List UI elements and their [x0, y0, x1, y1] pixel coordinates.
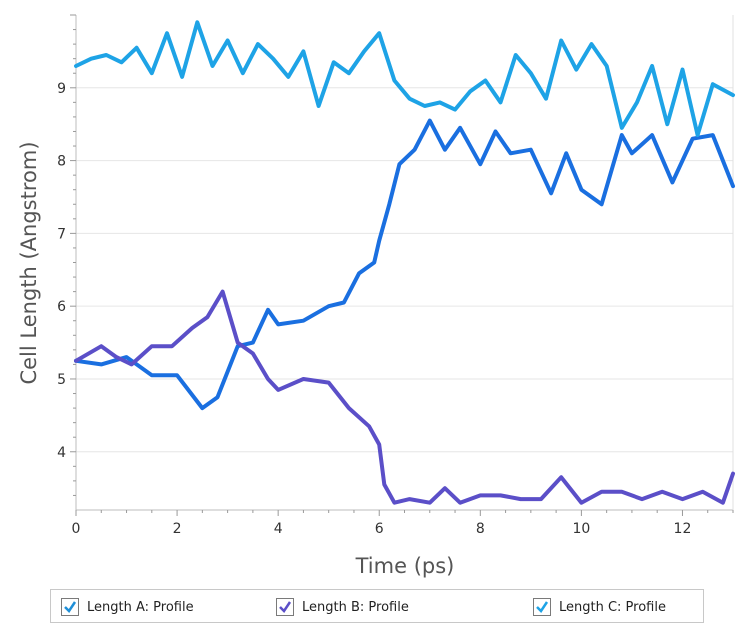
- series-line-length-c: [74, 20, 735, 138]
- y-tick-label: 5: [57, 372, 66, 388]
- legend: Length A: Profile Length B: Profile Leng…: [50, 589, 704, 623]
- y-tick-label: 9: [57, 81, 66, 97]
- x-tick-label: 12: [674, 521, 692, 537]
- legend-label-length-a: Length A: Profile: [87, 599, 194, 615]
- x-tick-label: 2: [173, 521, 182, 537]
- checkmark-icon: [64, 601, 77, 613]
- y-tick-label: 6: [57, 299, 66, 315]
- axes: [70, 14, 734, 516]
- checkbox-length-c[interactable]: [533, 598, 551, 616]
- legend-label-length-b: Length B: Profile: [302, 599, 409, 615]
- checkbox-length-b[interactable]: [276, 598, 294, 616]
- series-line-length-b: [74, 289, 735, 505]
- legend-item-length-a[interactable]: Length A: Profile: [61, 596, 194, 618]
- y-tick-label: 7: [57, 226, 66, 242]
- legend-label-length-c: Length C: Profile: [559, 599, 666, 615]
- series-line-length-a: [74, 118, 735, 411]
- x-axis-title: Time (ps): [355, 554, 455, 578]
- checkmark-icon: [279, 601, 292, 613]
- series-layer: [74, 20, 735, 505]
- checkmark-icon: [536, 601, 549, 613]
- y-tick-label: 4: [57, 445, 66, 461]
- y-axis-title: Cell Length (Angstrom): [17, 141, 41, 384]
- grid-lines: [76, 87, 733, 453]
- x-tick-label: 8: [476, 521, 485, 537]
- x-tick-label: 4: [274, 521, 283, 537]
- checkbox-length-a[interactable]: [61, 598, 79, 616]
- x-tick-label: 10: [572, 521, 590, 537]
- tick-labels: 0 2 4 6 8 10 12 4 5 6 7 8 9: [57, 81, 691, 537]
- x-tick-label: 6: [375, 521, 384, 537]
- legend-item-length-b[interactable]: Length B: Profile: [276, 596, 409, 618]
- legend-item-length-c[interactable]: Length C: Profile: [533, 596, 666, 618]
- x-tick-label: 0: [72, 521, 81, 537]
- chart-canvas: 0 2 4 6 8 10 12 4 5 6 7 8 9 Time (ps) Cell Length (A…: [17, 14, 735, 578]
- y-tick-label: 8: [57, 154, 66, 170]
